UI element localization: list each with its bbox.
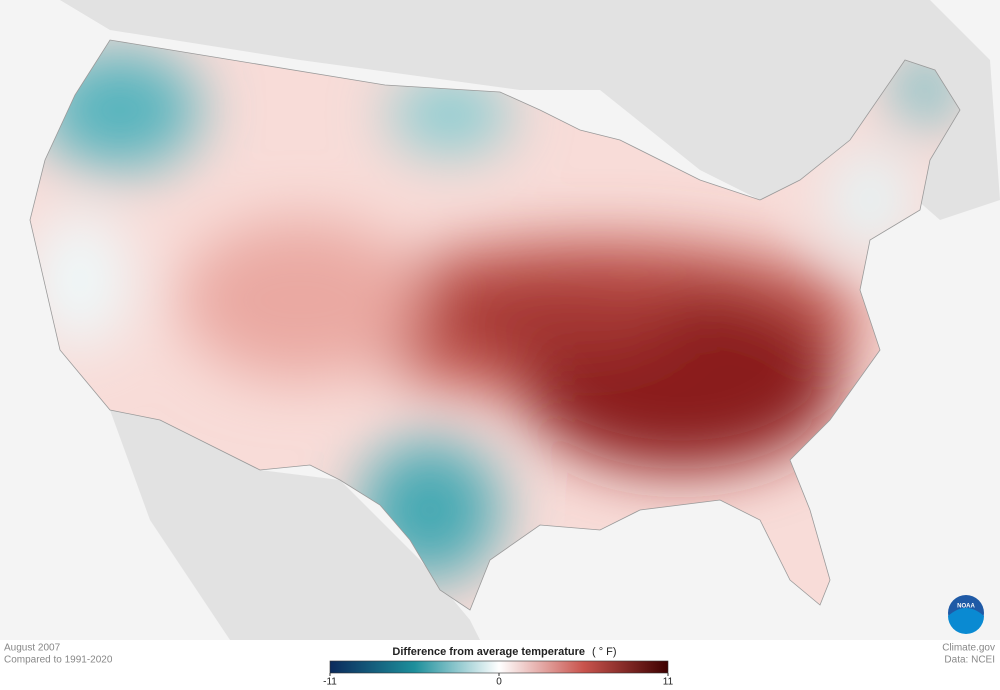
mexico-land xyxy=(110,410,480,640)
legend-unit: ( ° F) xyxy=(592,646,617,658)
us-temperature-map xyxy=(30,40,960,610)
noaa-logo: NOAA xyxy=(948,595,984,634)
warm-region xyxy=(180,220,420,380)
color-scale: -11 0 11 xyxy=(323,660,674,688)
color-bar xyxy=(329,660,669,674)
logo-wave xyxy=(948,608,984,634)
scale-tick-label: 11 xyxy=(663,677,674,688)
scale-tick-label: 0 xyxy=(496,677,502,688)
logo-text: NOAA xyxy=(957,604,975,610)
source-credit: Data: NCEI xyxy=(944,655,995,666)
cool-region xyxy=(390,80,510,150)
warm-region xyxy=(440,280,680,360)
scale-tick-label: -11 xyxy=(323,677,337,688)
site-credit: Climate.gov xyxy=(942,643,995,654)
neutral-region xyxy=(30,210,130,350)
map-subtitle: Compared to 1991-2020 xyxy=(4,655,113,666)
legend-title: Difference from average temperature xyxy=(392,646,585,658)
neutral-region xyxy=(830,150,910,250)
us-outline xyxy=(29,39,961,611)
anomaly-field xyxy=(30,50,955,580)
canada-land xyxy=(60,0,1000,220)
map-title: August 2007 xyxy=(4,643,61,654)
